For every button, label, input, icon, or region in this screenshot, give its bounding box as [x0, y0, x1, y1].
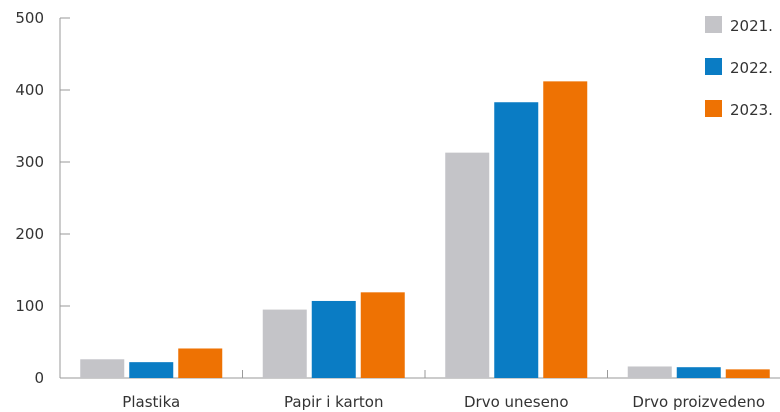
y-tick-label: 100: [15, 297, 44, 315]
legend-label: 2022.: [730, 59, 773, 77]
category-label: Papir i karton: [284, 393, 383, 411]
legend-swatch: [705, 100, 722, 117]
y-tick-label: 400: [15, 81, 44, 99]
x-axis-ticks: [242, 370, 608, 378]
legend: 2021. 2022. 2023.: [705, 16, 773, 119]
bar-2022-2: [494, 102, 539, 379]
y-tick-label: 0: [34, 369, 44, 387]
y-tick-label: 500: [15, 9, 44, 27]
bar-2021-3: [627, 366, 672, 378]
bars: [80, 81, 770, 379]
bar-2022-3: [676, 367, 721, 378]
legend-swatch: [705, 58, 722, 75]
bar-2022-0: [129, 362, 174, 378]
bar-2021-1: [262, 309, 307, 378]
bar-2023-2: [543, 81, 588, 379]
category-label: Drvo uneseno: [464, 393, 569, 411]
y-tick-label: 200: [15, 225, 44, 243]
category-label: Drvo proizvedeno: [632, 393, 765, 411]
category-label: Plastika: [122, 393, 180, 411]
bar-2021-0: [80, 359, 125, 378]
bar-2022-1: [311, 300, 356, 378]
y-tick-label: 300: [15, 153, 44, 171]
category-labels: Plastika Papir i karton Drvo uneseno Drvo p…: [122, 393, 765, 411]
bar-2021-2: [445, 152, 490, 378]
legend-swatch: [705, 16, 722, 33]
legend-label: 2023.: [730, 101, 773, 119]
y-axis-ticks: 0 100 200 300 400 500: [15, 9, 70, 387]
bar-2023-1: [360, 292, 405, 378]
legend-label: 2021.: [730, 17, 773, 35]
bar-2023-0: [178, 348, 223, 378]
bar-2023-3: [725, 369, 770, 378]
